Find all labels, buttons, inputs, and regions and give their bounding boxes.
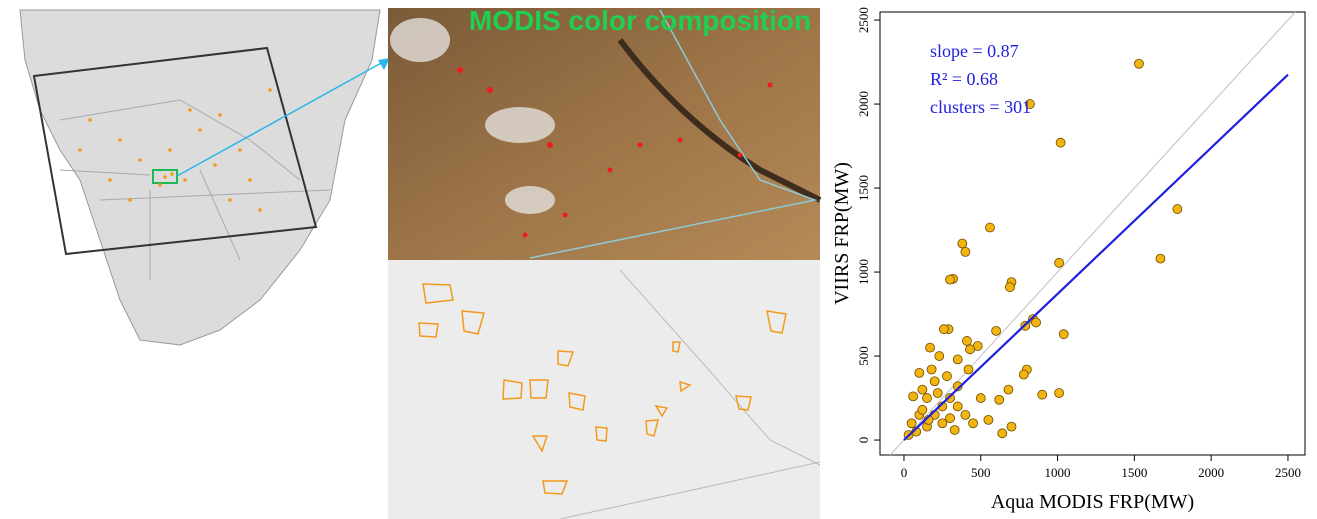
scatter-point: [1055, 137, 1066, 148]
y-tick-label: 2000: [856, 91, 871, 117]
study-box: [152, 169, 178, 184]
satellite-image: [388, 8, 820, 260]
scatter-point: [991, 325, 1002, 336]
scatter-point: [975, 393, 986, 403]
africa-map: [5, 8, 390, 356]
scatter-point: [985, 222, 995, 233]
scatter-point: [1006, 421, 1017, 432]
scatter-point: [917, 384, 928, 395]
scatter-point: [925, 342, 935, 353]
annotation: slope = 0.87: [930, 41, 1019, 61]
scatter-point: [952, 381, 963, 392]
x-tick-label: 2000: [1198, 465, 1224, 480]
cluster-hulls: [418, 283, 787, 495]
cluster-borders: [559, 269, 821, 519]
scatter-point: [1054, 388, 1064, 398]
y-axis-label: VIIRS FRP(MW): [831, 162, 853, 305]
scatter-point: [945, 274, 955, 285]
scatter-point: [949, 425, 960, 435]
scatter-point: [960, 409, 971, 420]
scatter-point: [1155, 253, 1166, 264]
x-tick-label: 1000: [1045, 465, 1071, 480]
boundary: [529, 9, 818, 259]
scatter-point: [945, 413, 955, 424]
one-to-one-line: [889, 11, 1296, 456]
fit-line: [903, 73, 1289, 441]
pointer-line: [176, 61, 384, 177]
scatter-point: [997, 428, 1008, 439]
scatter-point: [1172, 204, 1183, 214]
scatter-point: [1003, 384, 1014, 395]
scatter-point: [942, 371, 952, 382]
pointer-arrow: [378, 58, 390, 70]
scatter-point: [983, 414, 994, 425]
y-tick-label: 0: [856, 437, 871, 444]
scatter-point: [968, 418, 978, 429]
smoke: [390, 18, 555, 214]
x-tick-label: 1500: [1121, 465, 1147, 480]
scatter-point: [957, 238, 968, 249]
x-tick-label: 500: [971, 465, 991, 480]
y-tick-label: 1000: [856, 259, 871, 285]
river: [617, 38, 822, 203]
scatter-point: [952, 401, 963, 412]
annotation: clusters = 301: [930, 97, 1031, 117]
scatter-point: [1058, 329, 1069, 340]
scatter-point: [929, 376, 940, 387]
scatter-plot: 0 500 1000 1500 2000 2500 0 500 1000 1500 2000 2500…: [831, 7, 1306, 513]
scatter-point: [1037, 389, 1048, 400]
viirs-swath: [32, 46, 318, 256]
x-tick-label: 2500: [1275, 465, 1301, 480]
scatter-point: [914, 367, 925, 378]
landmass: [19, 9, 381, 346]
scatter-point: [1054, 257, 1064, 268]
x-axis-label: Aqua MODIS FRP(MW): [991, 491, 1194, 513]
scatter-point: [937, 418, 948, 429]
scatter-point: [1005, 282, 1015, 293]
fire-dots: [78, 88, 272, 212]
x-tick-label: 0: [901, 465, 908, 480]
satellite-panel: MODIS color composition: [388, 5, 822, 260]
scatter-point: [938, 324, 949, 335]
image-title: MODIS color composition: [469, 5, 811, 36]
scatter-point: [1031, 317, 1041, 328]
scatter-point: [963, 364, 974, 375]
scatter-point: [926, 364, 937, 375]
scatter-point: [932, 388, 943, 398]
fire-pixels: [457, 67, 773, 238]
scatter-point: [922, 393, 932, 403]
scatter-point: [945, 393, 955, 403]
scatter-point: [952, 354, 963, 365]
cluster-panel: [388, 260, 821, 519]
y-tick-label: 1500: [856, 175, 871, 201]
scatter-point: [917, 404, 928, 415]
scatter-point: [994, 394, 1005, 405]
scatter-point: [1025, 99, 1035, 109]
borders: [59, 99, 331, 280]
scatter-point: [965, 344, 975, 355]
scatter-point: [906, 418, 917, 429]
cluster-bg: [388, 260, 820, 519]
annotation: R² = 0.68: [930, 69, 998, 89]
scatter-point: [960, 246, 971, 257]
scatter-point: [908, 391, 919, 402]
scatter-point: [934, 351, 945, 361]
scatter-point: [1134, 58, 1144, 69]
y-tick-label: 500: [856, 346, 871, 366]
y-tick-label: 2500: [856, 7, 871, 33]
scatter-point: [1018, 369, 1029, 380]
scatter-point: [962, 336, 972, 346]
